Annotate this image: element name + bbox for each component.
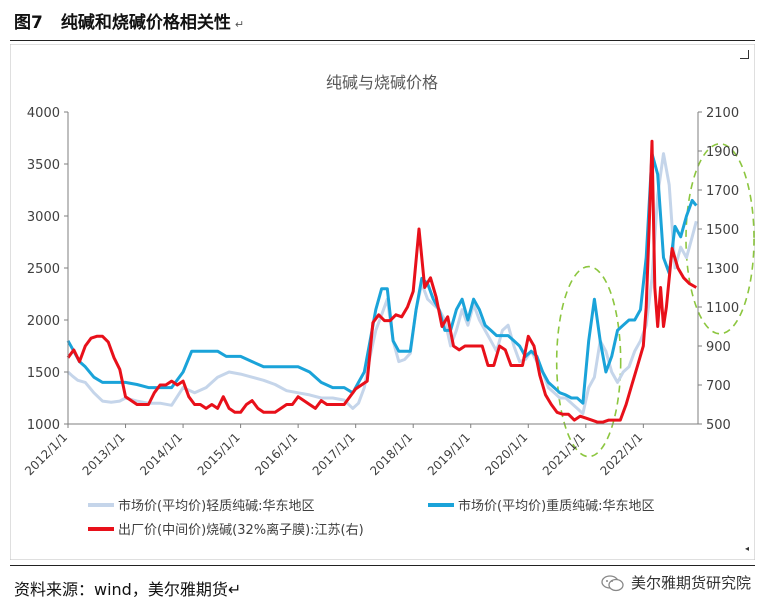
x-tick-label: 2014/1/1 <box>137 430 185 478</box>
x-tick-label: 2016/1/1 <box>252 430 300 478</box>
figure-caption: 纯碱和烧碱价格相关性 <box>60 13 231 33</box>
y-left-tick-label: 1000 <box>27 418 60 433</box>
y-right-tick-label: 700 <box>706 379 731 394</box>
figure-number: 图7 <box>14 13 43 33</box>
annotation-ellipse-2022 <box>685 142 755 335</box>
series-line-1 <box>66 152 698 416</box>
chart-frame <box>9 43 756 561</box>
y-right-tick-label: 1700 <box>706 184 739 199</box>
x-tick-label: 2022/1/1 <box>597 430 645 478</box>
corner-mark-bottom: ◂ <box>744 544 749 553</box>
series-group <box>66 139 698 424</box>
watermark-text: 美尔雅期货研究院 <box>630 574 751 592</box>
x-tick-label: 2017/1/1 <box>310 430 358 478</box>
y-left-tick-label: 4000 <box>27 106 60 121</box>
y-right-tick-label: 1900 <box>706 145 739 160</box>
x-tick-label: 2019/1/1 <box>425 430 473 478</box>
y-left-tick-label: 3500 <box>27 158 60 173</box>
y-left-tick-label: 3000 <box>27 210 60 225</box>
bottom-rule <box>10 565 755 566</box>
legend-label-3: 出厂价(中间价)烧碱(32%离子膜):江苏(右) <box>118 522 364 538</box>
y-right-tick-label: 1500 <box>706 223 739 238</box>
chart-title: 纯碱与烧碱价格 <box>326 73 438 92</box>
series-line-3 <box>66 139 698 424</box>
top-rule <box>10 40 755 41</box>
wechat-icon <box>601 574 624 591</box>
corner-mark-top <box>740 50 749 59</box>
chart-svg: 纯碱与烧碱价格 1000 1500 2000 2500 3000 3500 4000 500 7… <box>9 43 756 561</box>
return-mark: ↵ <box>234 18 245 31</box>
x-tick-label: 2018/1/1 <box>367 430 415 478</box>
x-tick-label: 2013/1/1 <box>80 430 128 478</box>
legend-label-2: 市场价(平均价)重质纯碱:华东地区 <box>458 498 655 514</box>
y-right-tick-label: 500 <box>706 418 731 433</box>
y-left-tick-label: 2500 <box>27 262 60 277</box>
y-right-tick-label: 900 <box>706 340 731 355</box>
y-right-tick-label: 2100 <box>706 106 739 121</box>
annotations <box>555 142 755 458</box>
x-tick-label: 2015/1/1 <box>195 430 243 478</box>
watermark: 美尔雅期货研究院 <box>601 572 751 593</box>
source-note: 资料来源：wind，美尔雅期货↵ <box>14 580 242 599</box>
annotation-ellipse-2021 <box>555 265 622 458</box>
legend-label-1: 市场价(平均价)轻质纯碱:华东地区 <box>118 498 315 514</box>
legend: 市场价(平均价)轻质纯碱:华东地区 市场价(平均价)重质纯碱:华东地区出厂价(中间… <box>88 498 655 538</box>
figure-title: 图7 纯碱和烧碱价格相关性 ↵ <box>14 8 244 33</box>
chart-container: 纯碱与烧碱价格 1000 1500 2000 2500 3000 3500 4000 500 7… <box>9 43 756 561</box>
y-left-tick-label: 2000 <box>27 314 60 329</box>
series-line-2 <box>66 152 698 405</box>
y-right-tick-label: 1100 <box>706 301 739 316</box>
x-tick-label: 2012/1/1 <box>22 430 70 478</box>
x-tick-label: 2020/1/1 <box>482 430 530 478</box>
y-left-tick-label: 1500 <box>27 366 60 381</box>
y-right-tick-label: 1300 <box>706 262 739 277</box>
